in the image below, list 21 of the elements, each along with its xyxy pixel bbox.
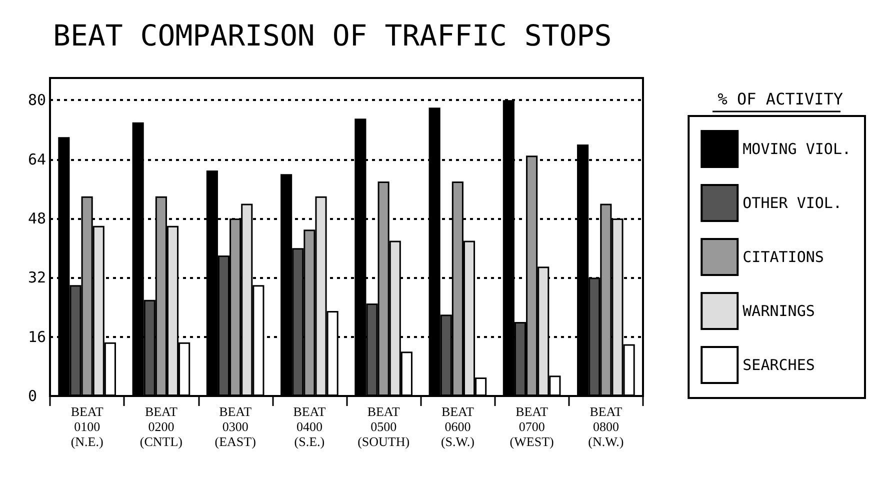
legend-label: SEARCHES	[742, 356, 815, 374]
x-tick-label: BEAT 0600 (S.W.)	[440, 404, 474, 449]
y-tick-label: 16	[28, 328, 46, 346]
legend-label: CITATIONS	[742, 248, 824, 266]
legend-label: OTHER VIOL.	[742, 194, 842, 212]
legend-title: % OF ACTIVITY	[718, 90, 844, 108]
y-tick-label: 32	[28, 268, 46, 287]
chart-title: BEAT COMPARISON OF TRAFFIC STOPS	[53, 18, 612, 52]
x-tick-label: BEAT 0400 (S.E.)	[293, 404, 326, 449]
x-tick-label: BEAT 0500 (SOUTH)	[358, 404, 410, 449]
legend-label: WARNINGS	[742, 302, 815, 320]
y-tick-label: 48	[28, 210, 46, 228]
x-tick-label: BEAT 0800 (N.W.)	[588, 404, 624, 449]
x-tick-label: BEAT 0700 (WEST)	[510, 404, 554, 449]
y-tick-label: 0	[28, 387, 38, 405]
x-tick-label: BEAT 0200 (CNTL)	[140, 404, 182, 449]
x-tick-label: BEAT 0100 (N.E.)	[70, 404, 104, 449]
x-tick-label: BEAT 0300 (EAST)	[214, 404, 256, 449]
y-tick-label: 80	[28, 91, 46, 110]
y-tick-label: 64	[28, 150, 46, 168]
legend-label: MOVING VIOL.	[742, 140, 852, 158]
